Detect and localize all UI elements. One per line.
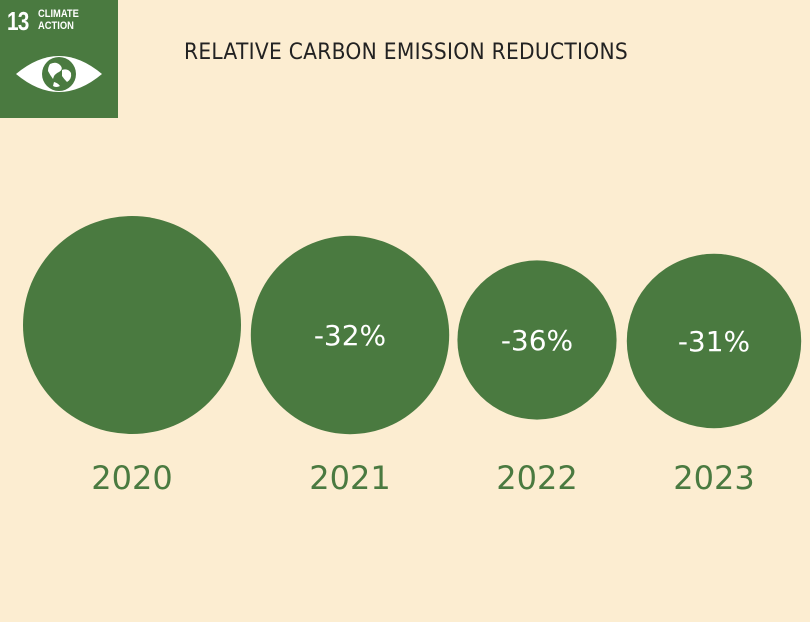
year-label-2022: 2022 — [496, 459, 577, 497]
chart-title: RELATIVE CARBON EMISSION REDUCTIONS — [184, 40, 629, 65]
bubble-2020 — [23, 216, 241, 434]
logo-number: 13 — [7, 6, 29, 36]
data-label-2021: -32% — [314, 319, 386, 352]
logo-label: CLIMATE ACTION — [38, 8, 79, 32]
year-label-2023: 2023 — [673, 459, 754, 497]
data-label-2023: -31% — [678, 325, 750, 358]
eye-globe-icon — [16, 56, 102, 92]
year-label-2020: 2020 — [91, 459, 172, 497]
bubble-2021 — [250, 235, 450, 435]
logo-line2: ACTION — [38, 20, 74, 32]
logo-line1: CLIMATE — [38, 8, 79, 20]
bubble-2022 — [457, 260, 617, 420]
bubble-2023 — [626, 253, 802, 429]
year-label-2021: 2021 — [309, 459, 390, 497]
sdg-13-logo: 13 CLIMATE ACTION — [0, 0, 118, 118]
data-label-2022: -36% — [501, 324, 573, 357]
